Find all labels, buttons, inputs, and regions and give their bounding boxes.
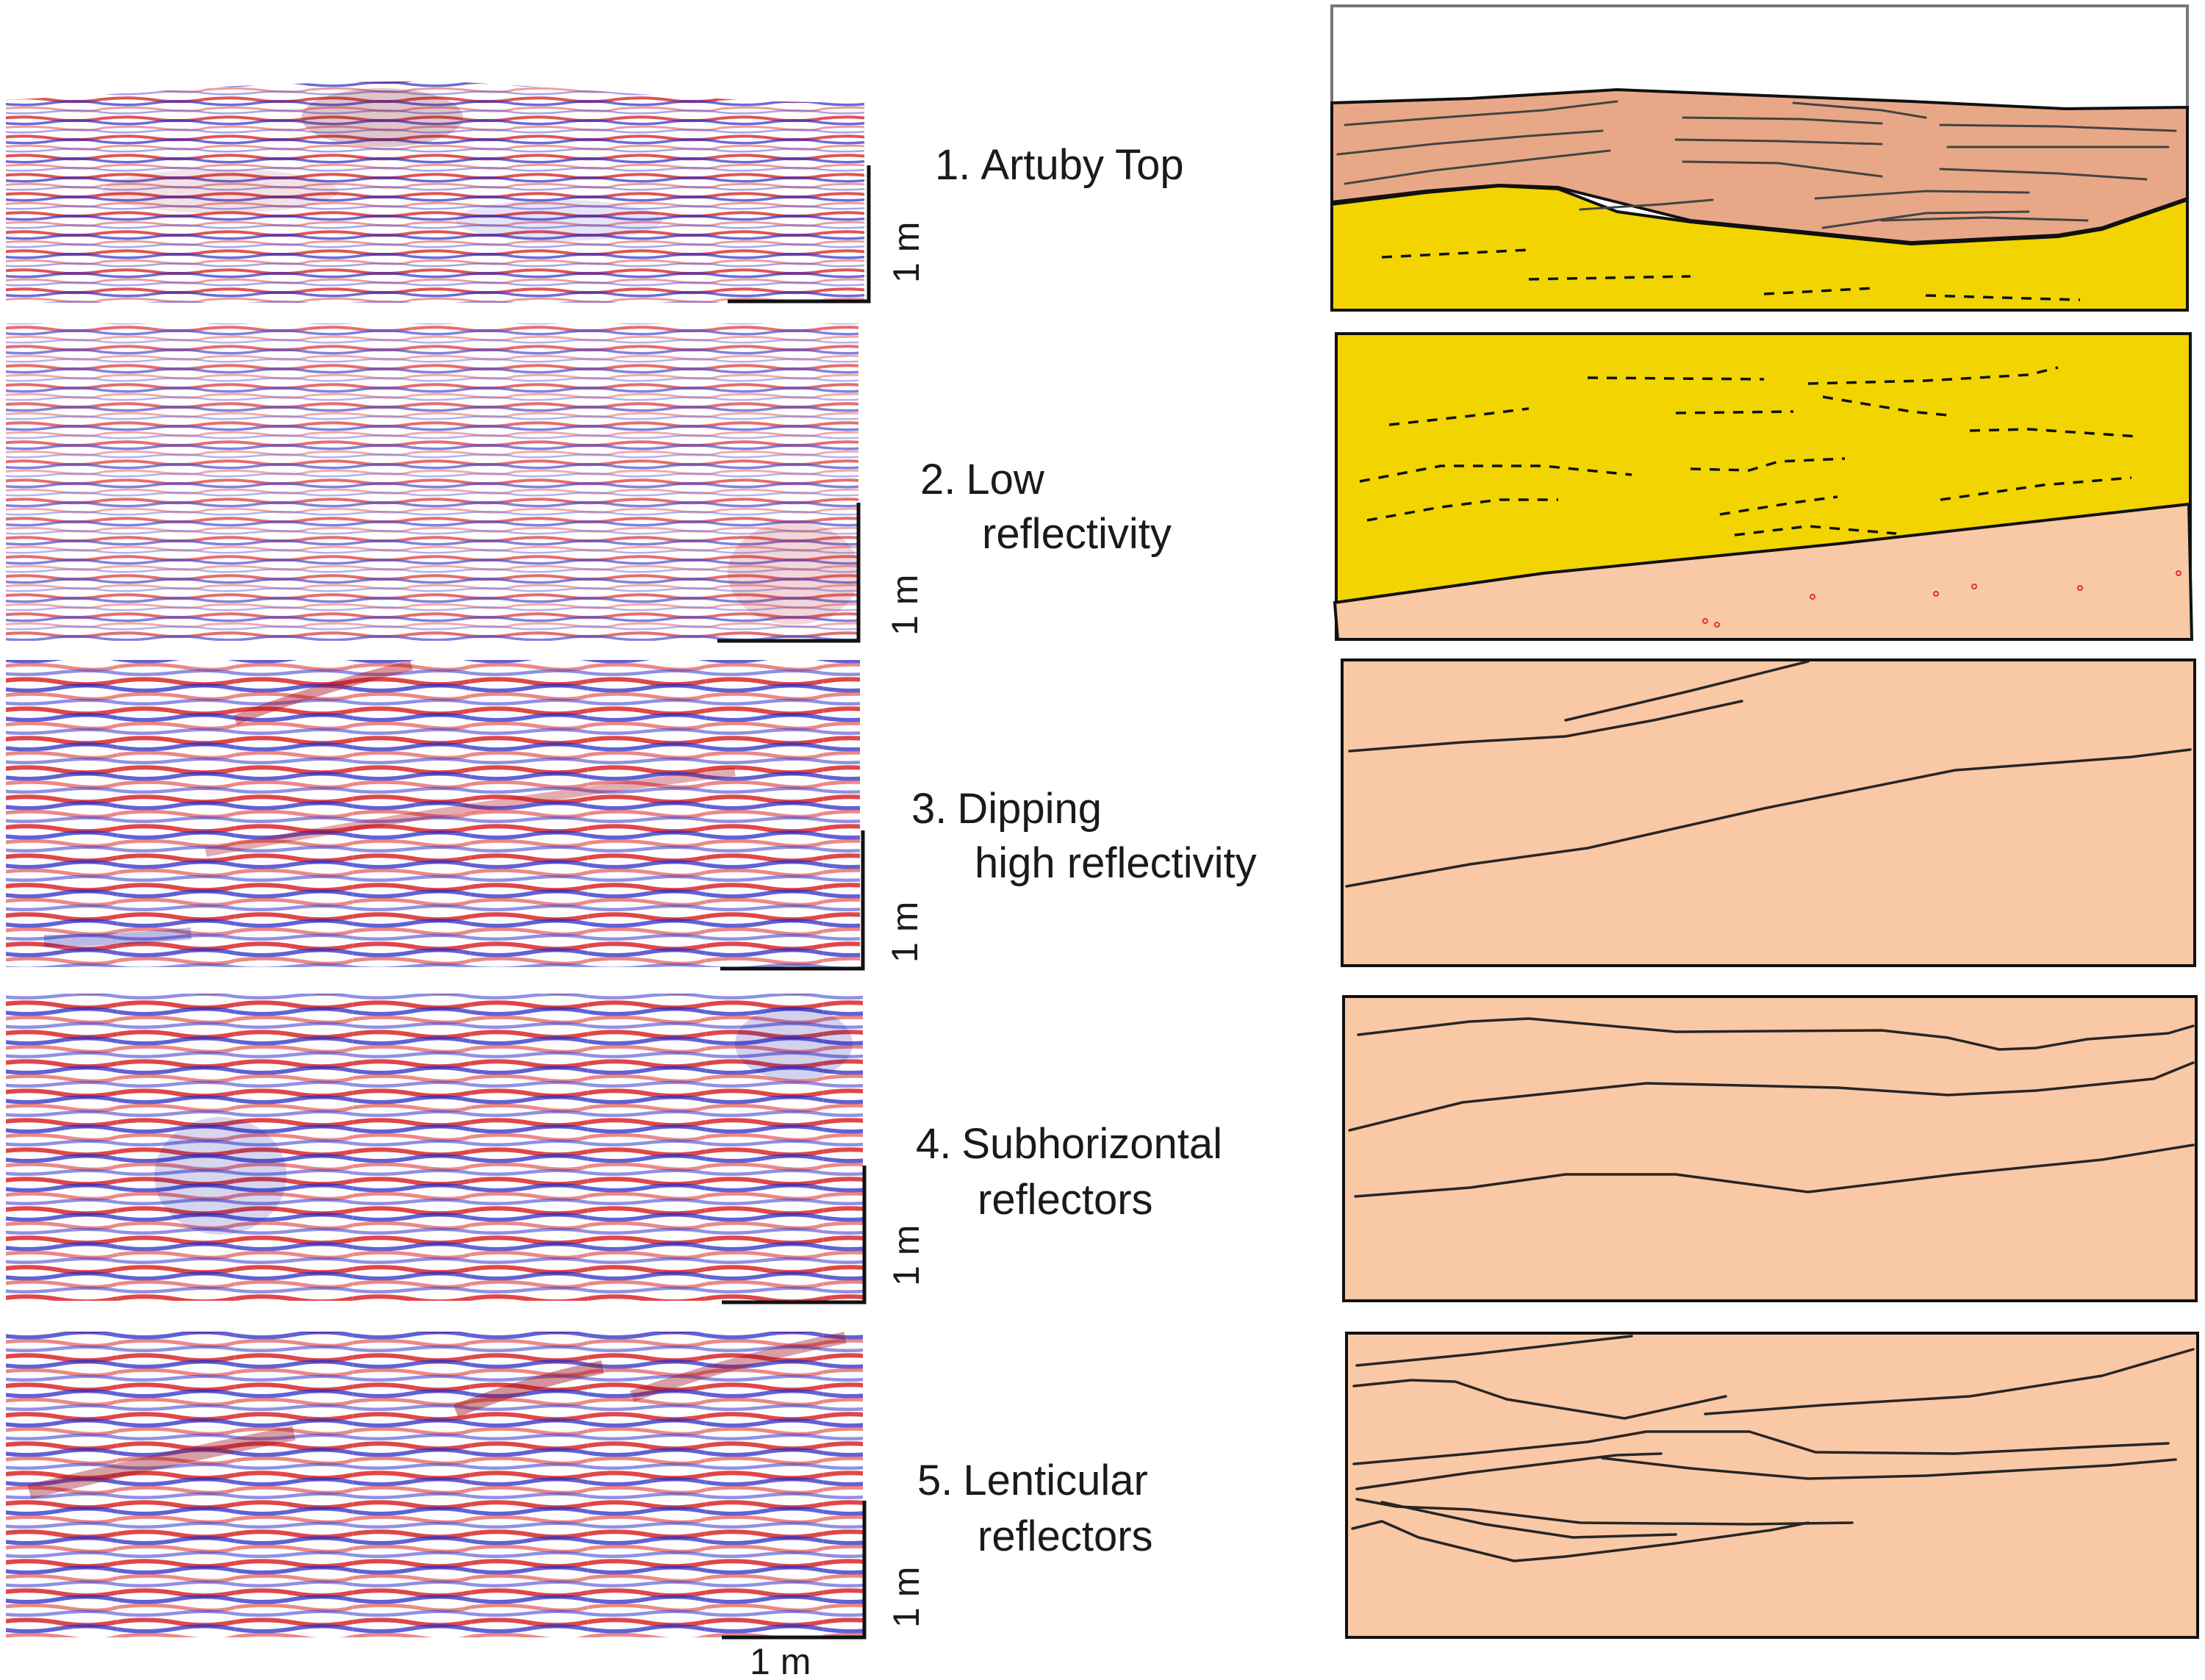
facies-label-1: 1. Artuby Top	[935, 141, 1184, 189]
facies-title: Low	[966, 456, 1045, 503]
scale-bar-5: 1 m 1 m	[722, 1501, 927, 1680]
scale-bar-1: 1 m	[728, 165, 927, 304]
facies-number: 3.	[911, 785, 947, 833]
facies-label-4: 4. Subhorizontal reflectors	[916, 1120, 1222, 1224]
facies-subtitle: reflectors	[978, 1512, 1153, 1560]
gpr-section-4	[6, 994, 863, 1301]
svg-text:3.Dipping: 3. Dipping	[911, 785, 1102, 833]
interpretation-1	[1330, 4, 2189, 312]
interpretation-4	[1342, 995, 2198, 1302]
interpretation-5	[1345, 1332, 2199, 1639]
facies-title: Lenticular	[963, 1457, 1147, 1504]
vertical-scale-label: 1 m	[884, 575, 925, 636]
vertical-scale-label: 1 m	[886, 1567, 927, 1628]
facies-number: 1.	[935, 141, 970, 189]
facies-subtitle: reflectors	[978, 1176, 1153, 1224]
gpr-section-5	[6, 1332, 863, 1637]
facies-label-5: 5. Lenticular reflectors	[917, 1457, 1153, 1560]
horizontal-scale-label: 1 m	[750, 1641, 811, 1680]
vertical-scale-label: 1 m	[886, 1225, 927, 1286]
svg-text:4.Subhorizontal: 4. Subhorizontal	[916, 1120, 1222, 1168]
gpr-section-1	[6, 81, 864, 303]
scale-bar-2: 1 m	[717, 503, 925, 643]
gpr-section-2	[6, 323, 860, 641]
interpretation-3	[1341, 658, 2196, 967]
facies-label-3: 3. Dipping high reflectivity	[911, 785, 1257, 887]
facies-title: Subhorizontal	[961, 1120, 1222, 1168]
facies-number: 4.	[916, 1120, 951, 1168]
svg-text:1.Artuby Top: 1. Artuby Top	[935, 141, 1184, 189]
facies-subtitle: high reflectivity	[975, 839, 1257, 887]
svg-text:5.Lenticular: 5. Lenticular	[917, 1457, 1148, 1504]
vertical-scale-label: 1 m	[884, 902, 925, 963]
facies-label-2: 2. Low reflectivity	[920, 456, 1172, 558]
facies-title: Artuby Top	[980, 141, 1183, 189]
vertical-scale-label: 1 m	[886, 222, 927, 283]
facies-title: Dipping	[957, 785, 1102, 833]
scale-bar-4: 1 m	[722, 1166, 927, 1304]
svg-text:2.Low: 2. Low	[920, 456, 1045, 503]
interpretation-2	[1333, 332, 2194, 641]
gpr-section-3	[6, 660, 860, 967]
facies-number: 5.	[917, 1457, 953, 1504]
scale-bar-3: 1 m	[720, 830, 925, 971]
facies-subtitle: reflectivity	[982, 510, 1172, 558]
facies-number: 2.	[920, 456, 956, 503]
